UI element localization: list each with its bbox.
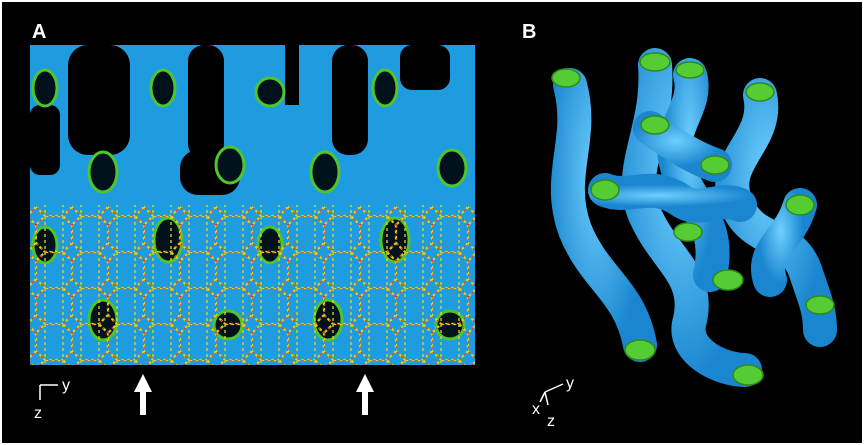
axis-label: z	[547, 413, 555, 430]
panel-a-structure	[30, 45, 475, 365]
axis-label: z	[34, 405, 42, 422]
figure: A y z B y x z	[0, 0, 864, 445]
page: A y z B y x z (() => { const data = JSON…	[0, 0, 864, 445]
axis-label: y	[566, 375, 574, 392]
axis-label: y	[62, 377, 70, 394]
axis-label: x	[532, 401, 540, 418]
panel-label: A	[32, 21, 46, 43]
panel-label: B	[522, 21, 536, 43]
